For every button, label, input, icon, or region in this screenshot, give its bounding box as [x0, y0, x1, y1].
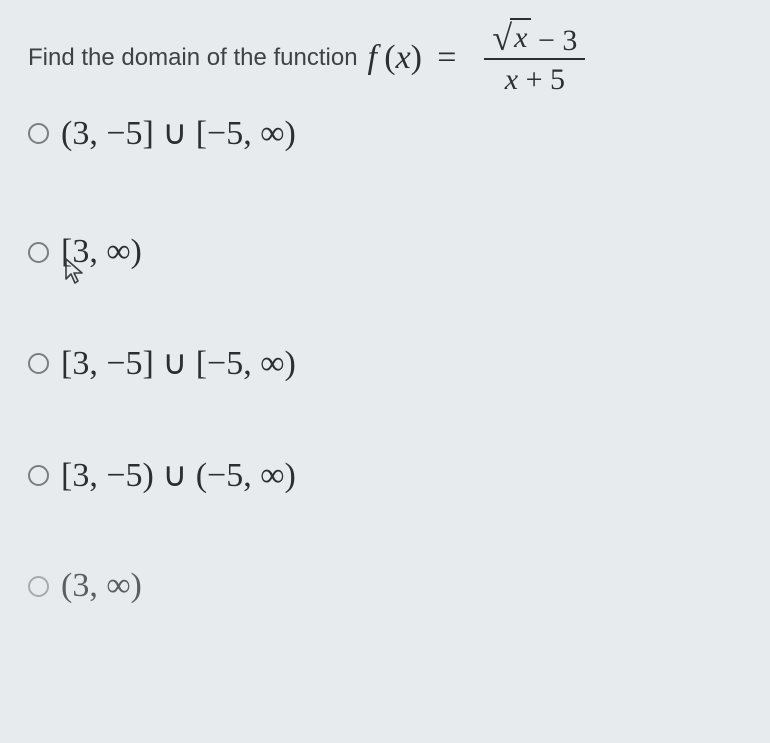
- radio-icon: [28, 353, 49, 374]
- question-row: Find the domain of the function f (x) = …: [28, 18, 742, 97]
- options-list: [3, ∞) [3, −5] ∪ [−5, ∞) [3, −5) ∪ (−5, …: [28, 233, 742, 605]
- radio-icon: [28, 242, 49, 263]
- option-5[interactable]: (3, ∞): [28, 567, 742, 605]
- numerator: √ x − 3: [484, 18, 585, 58]
- lhs-f: f: [368, 39, 377, 76]
- option-4-label: [3, −5) ∪ (−5, ∞): [61, 455, 296, 495]
- function-lhs: f (x) =: [368, 39, 465, 77]
- option-3[interactable]: [3, −5] ∪ [−5, ∞): [28, 343, 742, 383]
- den-tail: + 5: [518, 63, 565, 96]
- den-x: x: [505, 63, 518, 96]
- radio-icon: [28, 123, 49, 144]
- option-1-label: (3, −5] ∪ [−5, ∞): [61, 113, 296, 153]
- option-5-label: (3, ∞): [61, 567, 142, 605]
- equals-sign: =: [437, 39, 456, 76]
- question-prompt: Find the domain of the function: [28, 44, 358, 72]
- option-3-label: [3, −5] ∪ [−5, ∞): [61, 343, 296, 383]
- radio-icon: [28, 576, 49, 597]
- option-1[interactable]: (3, −5] ∪ [−5, ∞): [28, 113, 742, 153]
- radio-icon: [28, 465, 49, 486]
- lhs-open: (: [384, 39, 395, 76]
- option-2[interactable]: [3, ∞): [28, 233, 742, 271]
- lhs-close: ): [411, 39, 422, 76]
- sqrt-arg: x: [510, 18, 530, 53]
- option-4[interactable]: [3, −5) ∪ (−5, ∞): [28, 455, 742, 495]
- fraction: √ x − 3 x + 5: [484, 18, 585, 97]
- cursor-icon: [64, 257, 86, 285]
- sqrt-arg-x: x: [514, 21, 527, 54]
- denominator: x + 5: [497, 60, 573, 97]
- lhs-x: x: [396, 39, 411, 76]
- sqrt: √ x: [492, 18, 530, 53]
- numerator-tail: − 3: [531, 24, 578, 57]
